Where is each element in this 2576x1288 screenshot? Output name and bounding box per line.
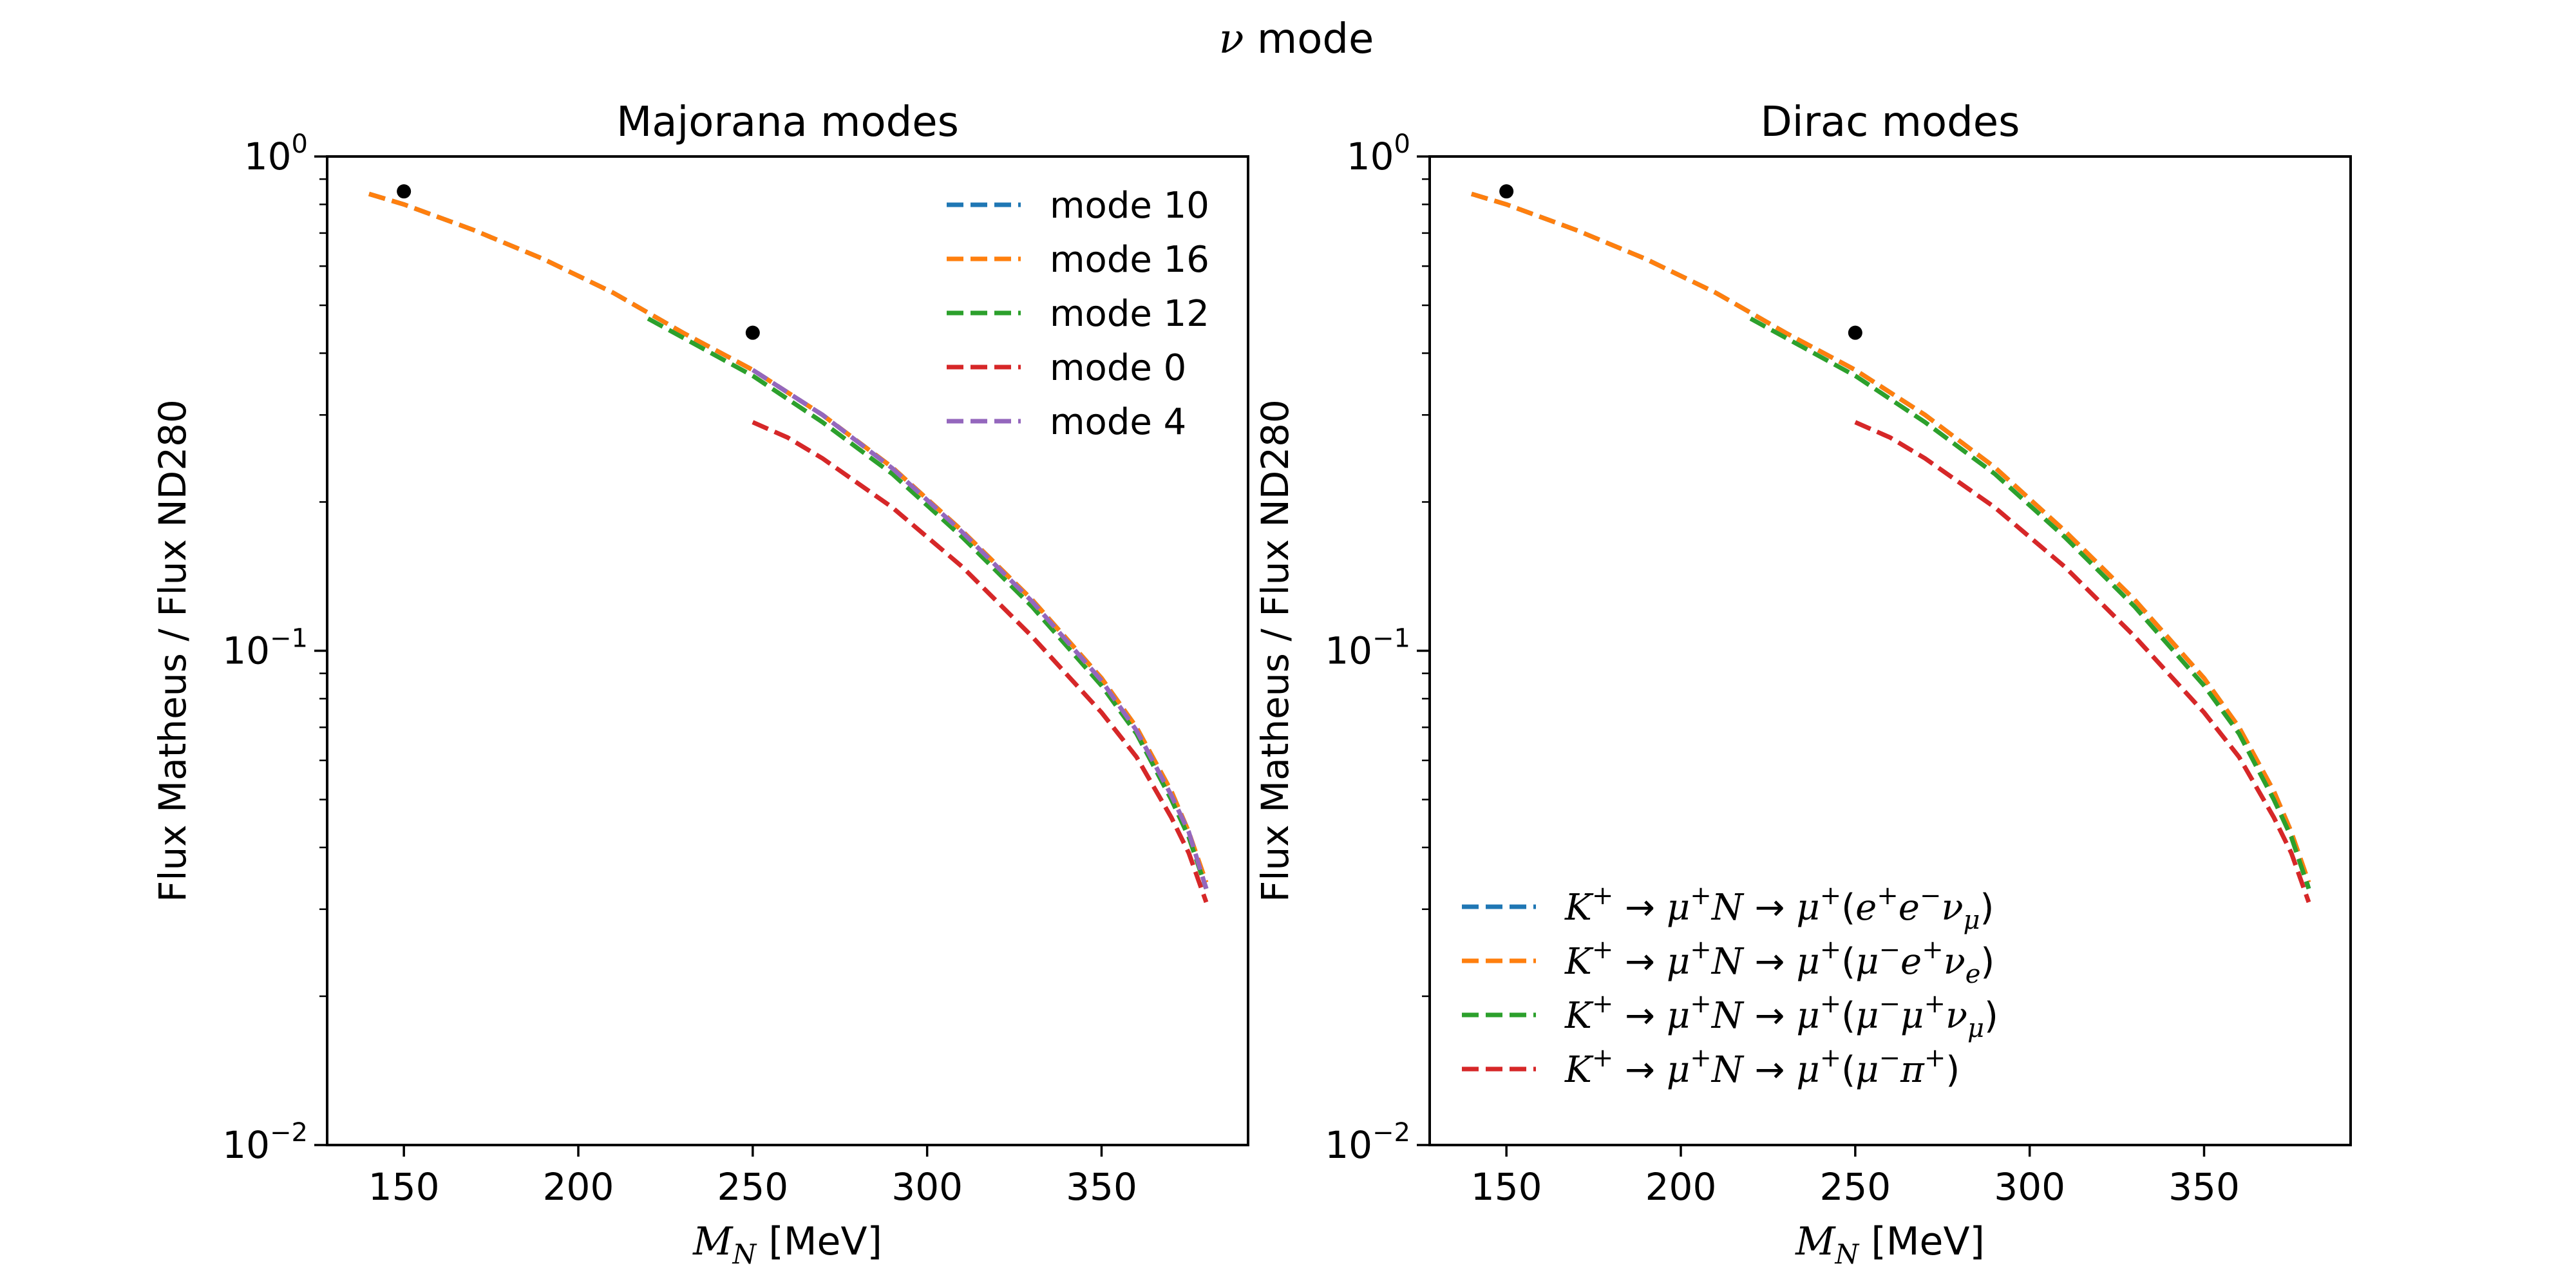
y-axis-label: Flux Matheus / Flux ND280 [151, 399, 194, 902]
x-tick-label: 250 [1819, 1165, 1891, 1209]
y-tick-label: 10−2 [222, 1118, 308, 1167]
x-tick-label: 250 [717, 1165, 788, 1209]
x-tick-label: 350 [1066, 1165, 1137, 1209]
y-tick-label: 100 [1347, 129, 1410, 178]
legend-entry-4: mode 0 [1050, 347, 1186, 389]
legend-entry-2: K+ → μ+N → μ+(μ−e+νe) [1564, 935, 1994, 989]
x-tick-label: 300 [1994, 1165, 2065, 1209]
data-point-marker [745, 325, 760, 340]
x-axis-label: MN [MeV] [692, 1219, 882, 1270]
series-line-4 [1854, 420, 2311, 904]
series-line-5 [751, 368, 1209, 890]
x-tick-label: 150 [368, 1165, 440, 1209]
panel-dirac: 150 200 250 300 350 10−2 10−1 100 Dirac modes MN … [1253, 99, 2352, 1270]
legend: mode 10 mode 16 mode 12 mode 0 mode 4 [947, 185, 1209, 443]
axes-title: Dirac modes [1761, 99, 2020, 146]
legend-entry-3: K+ → μ+N → μ+(μ−μ+νμ) [1564, 989, 1998, 1043]
series-line-2 [1470, 191, 2311, 884]
x-tick-label: 200 [543, 1165, 614, 1209]
legend-entry-2: mode 16 [1050, 239, 1209, 281]
x-tick-label: 200 [1645, 1165, 1717, 1209]
panel-majorana: 150 200 250 300 350 10−2 10−1 100 Majorana modes… [151, 99, 1249, 1270]
x-axis-label: MN [MeV] [1795, 1219, 1985, 1270]
data-point-marker [1848, 325, 1862, 340]
y-tick-label: 10−2 [1325, 1118, 1410, 1167]
series-line-3 [647, 316, 1209, 890]
axes-title: Majorana modes [616, 99, 959, 146]
figure-suptitle: ν mode [1219, 15, 1374, 63]
y-tick-label: 10−1 [1325, 624, 1410, 673]
legend-entry-1: mode 10 [1050, 185, 1209, 227]
legend: K+ → μ+N → μ+(e+e−νμ)K+ → μ+N → μ+(μ−e+ν… [1462, 881, 1998, 1091]
data-point-marker [1499, 184, 1514, 199]
y-tick-label: 10−1 [222, 624, 308, 673]
legend-entry-4: K+ → μ+N → μ+(μ−π+) [1564, 1043, 1960, 1091]
y-axis-label: Flux Matheus / Flux ND280 [1253, 399, 1297, 902]
legend-entry-3: mode 12 [1050, 293, 1209, 335]
data-point-marker [397, 184, 412, 199]
series-line-3 [1749, 316, 2311, 890]
x-tick-label: 350 [2168, 1165, 2240, 1209]
legend-entry-1: K+ → μ+N → μ+(e+e−νμ) [1564, 881, 1994, 935]
y-tick-label: 100 [244, 129, 308, 178]
series-line-4 [752, 420, 1209, 904]
legend-entry-5: mode 4 [1050, 401, 1186, 443]
x-tick-label: 300 [891, 1165, 963, 1209]
x-tick-label: 150 [1471, 1165, 1542, 1209]
